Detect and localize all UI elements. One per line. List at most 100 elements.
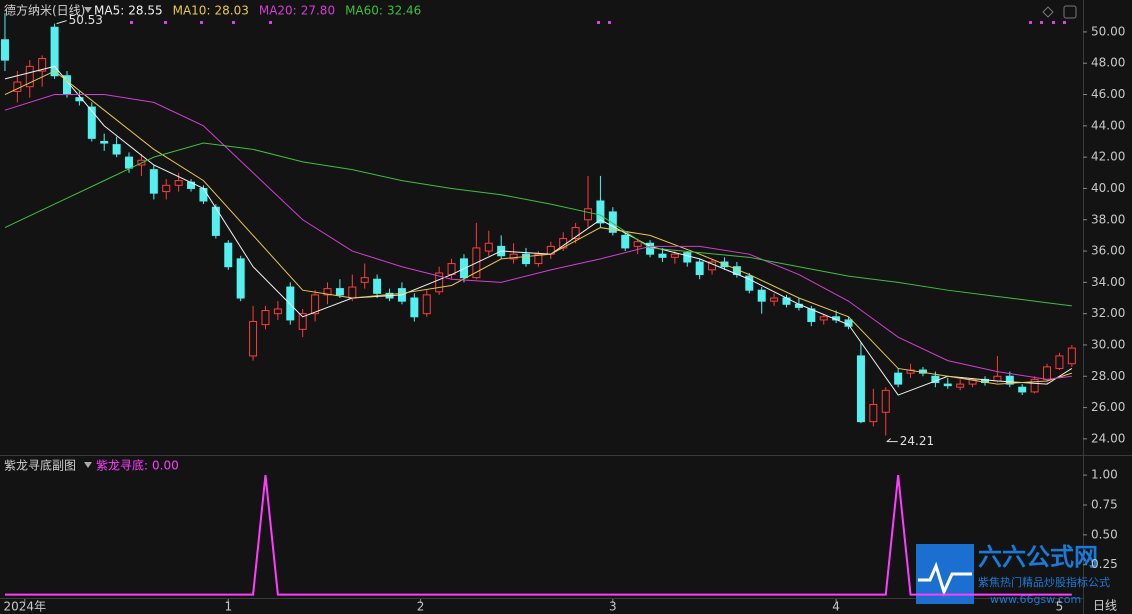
- candle-body: [50, 26, 59, 77]
- candle-body: [38, 58, 47, 72]
- candle-body: [360, 277, 369, 283]
- x-tick-label: 2024年: [4, 600, 47, 614]
- candle-body: [534, 253, 543, 265]
- candle-body: [249, 320, 258, 357]
- candle-body: [745, 275, 754, 291]
- chart-title: 德方纳米(日线): [4, 3, 85, 18]
- high-arrow: [56, 20, 67, 25]
- window-button[interactable]: [1063, 5, 1077, 19]
- y-tick-label: 24.00: [1091, 431, 1125, 445]
- y-tick-label: 32.00: [1091, 306, 1125, 320]
- candle-body: [757, 289, 766, 302]
- candle-body: [869, 403, 878, 423]
- candle-body: [348, 286, 357, 299]
- indicator-line: [4, 475, 1072, 596]
- candle-body: [298, 313, 307, 330]
- legend-value: 27.80: [301, 4, 335, 18]
- legend-toggle: [84, 462, 92, 468]
- candle-body: [943, 383, 952, 387]
- candle-body: [435, 272, 444, 293]
- y-tick-label: 44.00: [1091, 118, 1125, 132]
- y-tick-label: 48.00: [1091, 56, 1125, 70]
- candle-body: [112, 144, 121, 155]
- y-tick-label: 28.00: [1091, 369, 1125, 383]
- settings-icon[interactable]: [1042, 6, 1054, 18]
- candle-body: [1018, 386, 1027, 393]
- candle-body: [1067, 347, 1076, 365]
- legend-name: MA20:: [259, 4, 297, 18]
- candle-body: [894, 372, 903, 385]
- candle-body: [571, 227, 580, 240]
- candle-body: [100, 140, 109, 144]
- low-label: 24.21: [900, 434, 934, 448]
- x-tick-label: 3: [609, 600, 617, 614]
- legend-name: MA60:: [345, 4, 383, 18]
- candle-body: [25, 65, 34, 88]
- candle-body: [521, 253, 530, 265]
- candle-body: [87, 106, 96, 139]
- candle-body: [695, 261, 704, 276]
- ma-line: [4, 70, 1072, 385]
- candle-body: [881, 389, 890, 413]
- candle-body: [1055, 355, 1064, 369]
- candle-body: [286, 286, 295, 321]
- period-label: 日线: [1093, 599, 1117, 613]
- candle-body: [311, 294, 320, 315]
- candle-body: [422, 294, 431, 315]
- signal-dots: [130, 21, 1066, 24]
- legend-value: 28.03: [214, 4, 248, 18]
- y-tick-label: 30.00: [1091, 337, 1125, 351]
- candle-body: [75, 97, 84, 102]
- candle-body: [1005, 375, 1014, 385]
- candle-body: [261, 310, 270, 326]
- candle-body: [608, 211, 617, 233]
- y-tick-label: 36.00: [1091, 244, 1125, 258]
- candle-body: [856, 355, 865, 423]
- candle-body: [273, 308, 282, 315]
- candle-body: [968, 378, 977, 385]
- legend-value: 0.00: [152, 459, 179, 473]
- candle-body: [484, 242, 493, 252]
- y-tick-label: 0.75: [1091, 497, 1118, 511]
- low-arrow-head: [886, 438, 892, 442]
- high-label: 50.53: [69, 13, 103, 27]
- subchart-title: 紫龙寻底副图: [4, 458, 76, 473]
- legend-name: MA10:: [173, 4, 211, 18]
- candle-body: [335, 288, 344, 296]
- candle-body: [819, 316, 828, 321]
- y-tick-label: 40.00: [1091, 181, 1125, 195]
- candle-body: [199, 187, 208, 202]
- y-tick-label: 34.00: [1091, 275, 1125, 289]
- candle-body: [0, 39, 9, 61]
- legend-name: MA5:: [94, 4, 124, 18]
- candle-body: [174, 180, 183, 186]
- y-tick-label: 46.00: [1091, 87, 1125, 101]
- y-tick-label: 42.00: [1091, 150, 1125, 164]
- y-tick-label: 0.25: [1091, 557, 1118, 571]
- legend-value: 32.46: [387, 4, 421, 18]
- watermark-tagline: 紫焦热门精品炒股指标公式: [978, 575, 1110, 589]
- legend-toggle: [84, 7, 92, 13]
- candle-body: [509, 253, 518, 260]
- y-tick-label: 26.00: [1091, 400, 1125, 414]
- candle-body: [125, 156, 134, 169]
- candle-body: [162, 184, 171, 193]
- candle-body: [323, 288, 332, 296]
- ma-line: [4, 142, 1072, 307]
- y-tick-label: 50.00: [1091, 24, 1125, 38]
- x-tick-label: 2: [417, 600, 425, 614]
- candle-body: [683, 252, 692, 263]
- x-tick-label: 4: [832, 600, 840, 614]
- candle-body: [956, 383, 965, 388]
- candle-body: [224, 242, 233, 268]
- x-tick-label: 5: [1056, 600, 1064, 614]
- candle-body: [1030, 378, 1039, 393]
- candle-body: [670, 253, 679, 258]
- watermark-logo-text: 六六公式网: [978, 543, 1098, 571]
- candle-body: [373, 278, 382, 294]
- y-tick-label: 0.50: [1091, 527, 1118, 541]
- ma-line: [4, 94, 1072, 380]
- candle-body: [658, 253, 667, 258]
